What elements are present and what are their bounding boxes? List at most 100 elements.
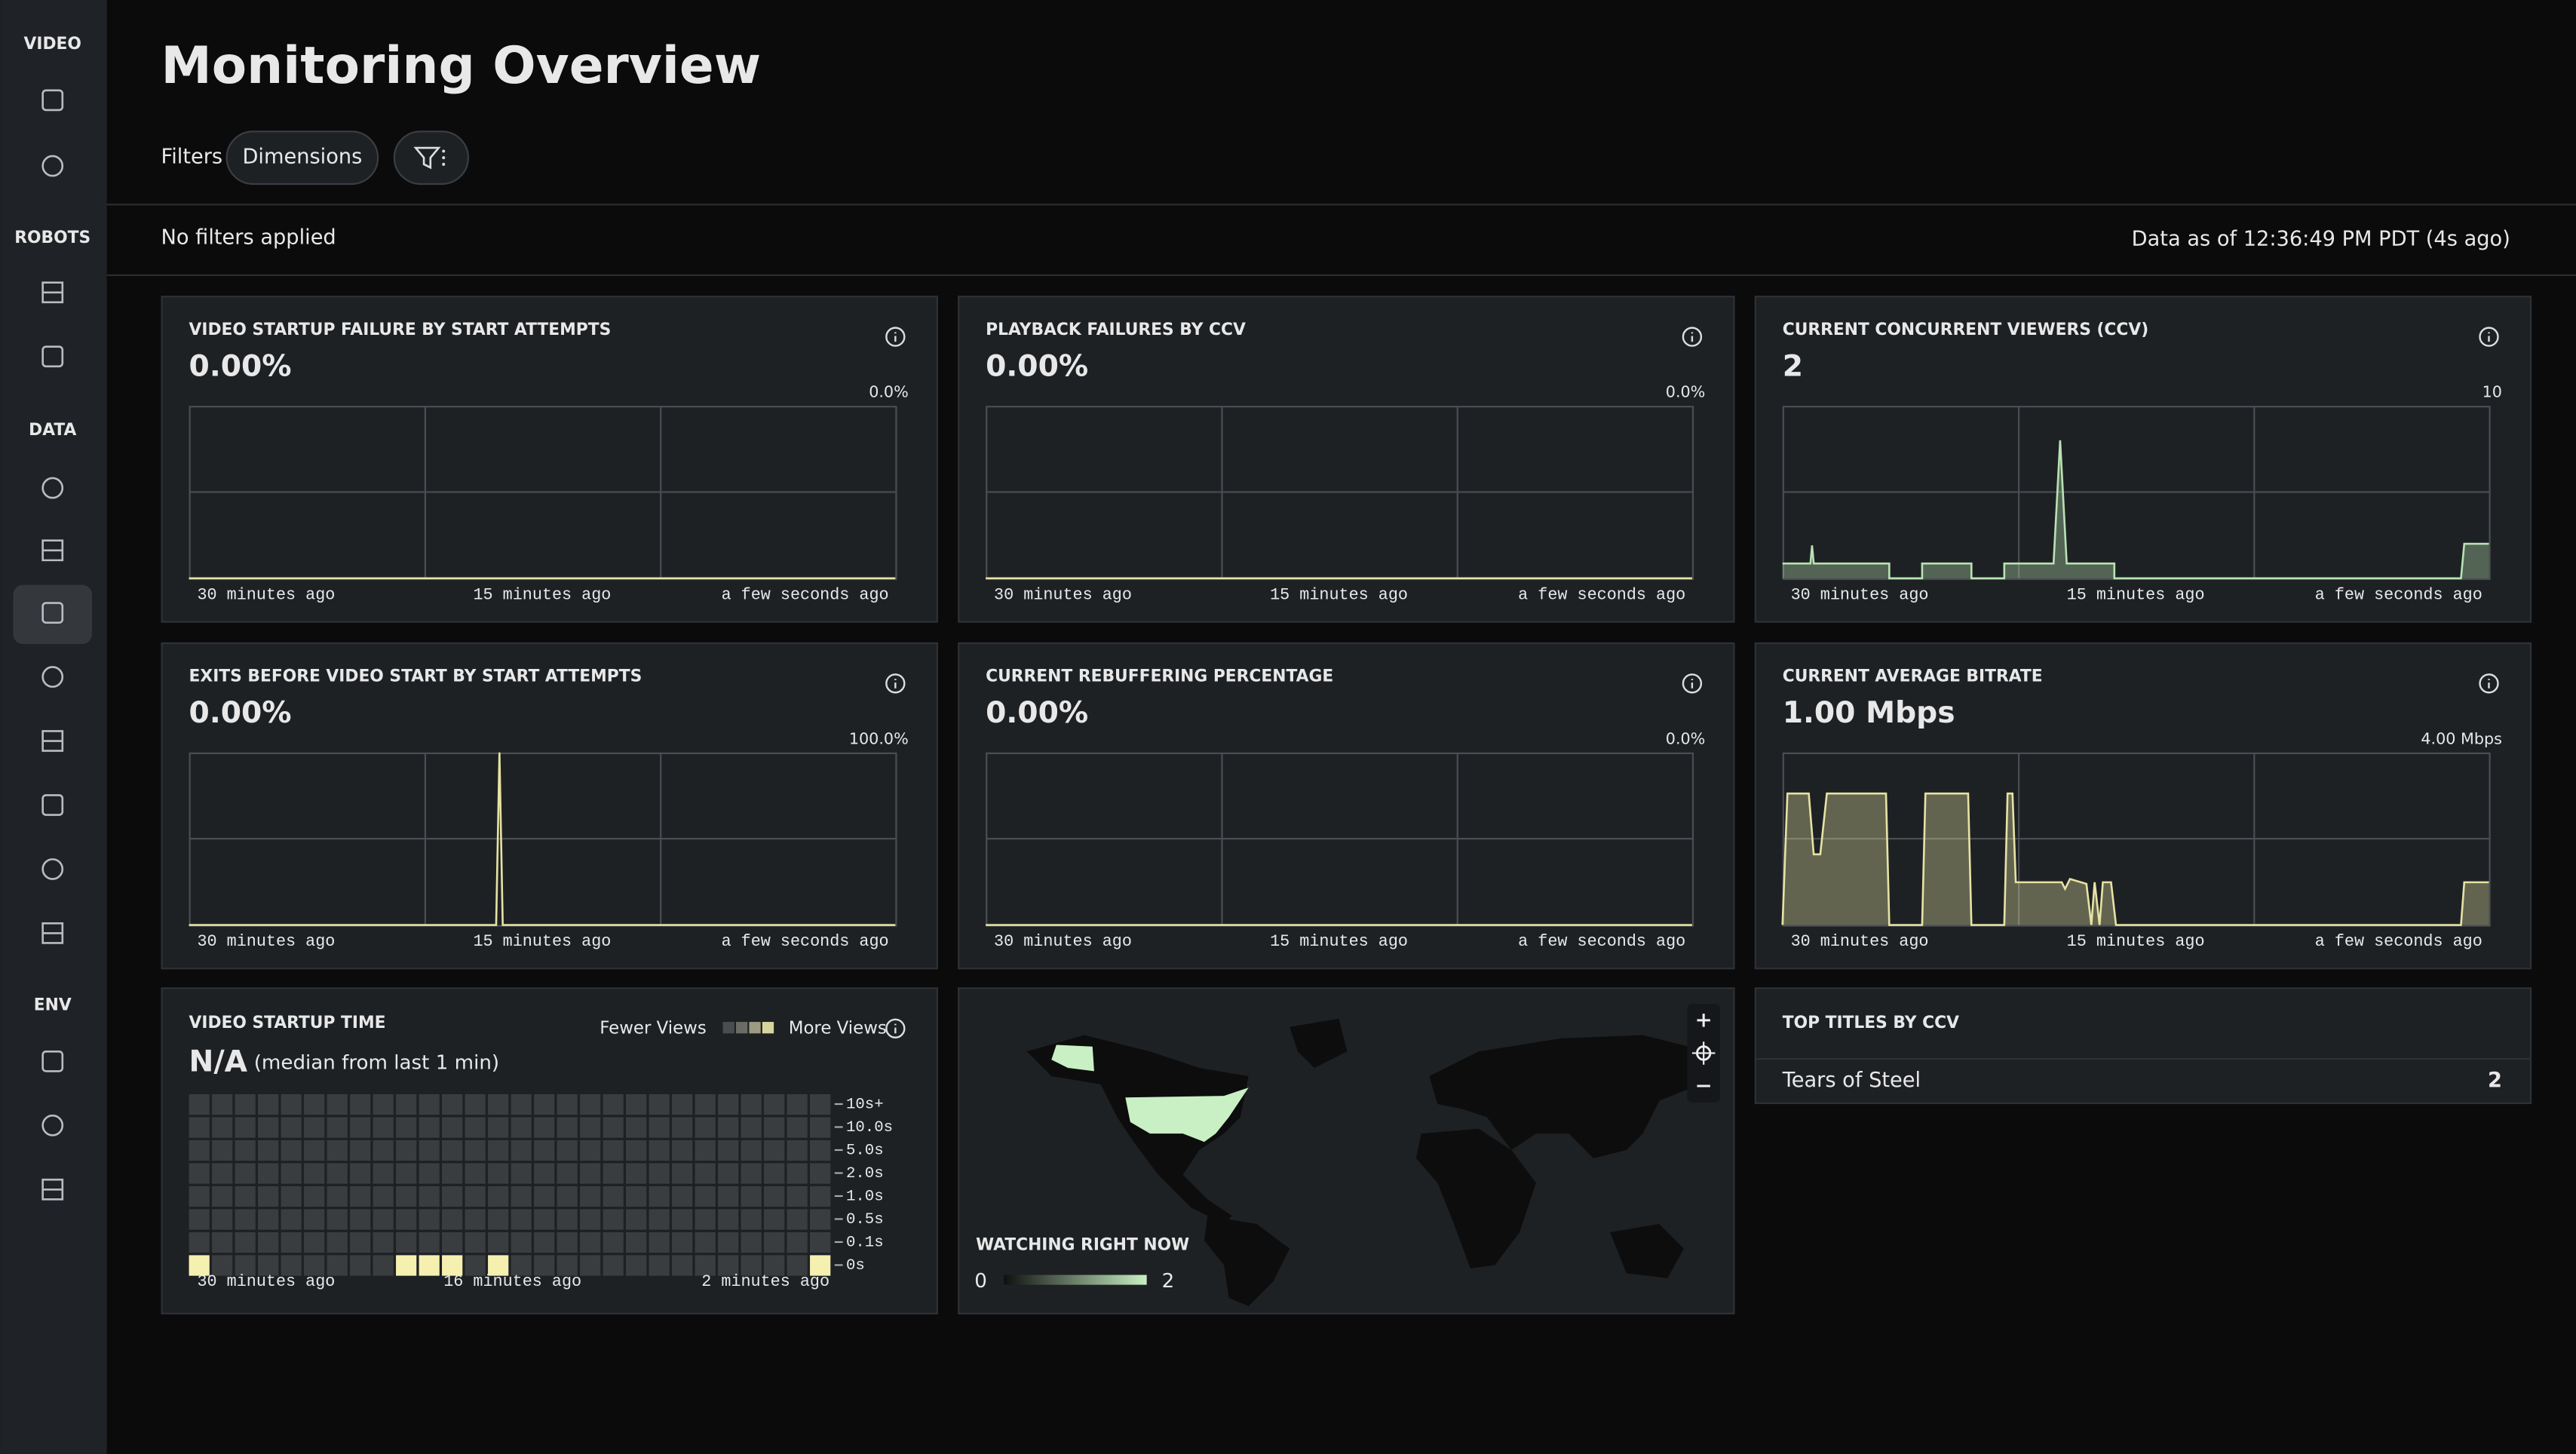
nav-icon[interactable]	[41, 89, 64, 112]
heatmap-cell	[419, 1209, 440, 1230]
dimensions-button[interactable]	[225, 130, 379, 186]
heatmap-cell	[258, 1163, 279, 1184]
heatmap-cell	[212, 1094, 233, 1115]
heatmap-cell	[787, 1186, 808, 1207]
y-axis-label: 1.0s	[846, 1188, 884, 1205]
info-icon[interactable]	[885, 1018, 906, 1038]
heatmap-cell	[534, 1209, 555, 1230]
heatmap-cell	[580, 1140, 601, 1161]
heatmap-cell	[718, 1117, 739, 1138]
info-icon[interactable]	[1682, 673, 1703, 694]
nav-icon[interactable]	[41, 1050, 64, 1072]
land	[1290, 1018, 1348, 1069]
heatmap-cell	[327, 1186, 348, 1207]
heatmap-cell	[189, 1163, 210, 1184]
y-axis-label: 0.5s	[846, 1211, 884, 1229]
heatmap-cell	[626, 1140, 647, 1161]
heatmap-cell	[304, 1186, 325, 1207]
panel	[1754, 296, 2532, 623]
heatmap-cell	[695, 1163, 716, 1184]
heatmap-cell	[189, 1140, 210, 1161]
y-axis-label: 0s	[846, 1257, 865, 1275]
info-icon[interactable]	[2479, 327, 2499, 347]
heatmap-cell	[695, 1209, 716, 1230]
zoom-in[interactable]	[1697, 1014, 1710, 1027]
filters-status: No filters applied	[161, 225, 336, 249]
nav-icon[interactable]	[41, 730, 64, 752]
nav-icon[interactable]	[41, 1114, 64, 1137]
heatmap-cell	[419, 1117, 440, 1138]
heatmap-cell	[442, 1209, 463, 1230]
heatmap-cell	[764, 1117, 785, 1138]
heatmap-cell	[419, 1094, 440, 1115]
heatmap-cell	[396, 1163, 417, 1184]
nav-icon[interactable]	[41, 281, 64, 304]
info-icon[interactable]	[885, 673, 906, 694]
heatmap-cell	[212, 1232, 233, 1253]
nav-icon[interactable]	[41, 1178, 64, 1201]
heatmap-cell	[741, 1163, 762, 1184]
x-axis-label: 2 minutes ago	[701, 1272, 830, 1291]
dimensions-label[interactable]: Dimensions	[242, 146, 362, 169]
info-icon[interactable]	[885, 327, 906, 347]
chart-max: 4.00 Mbps	[2421, 729, 2502, 747]
heatmap-cell	[304, 1209, 325, 1230]
chart-max: 0.0%	[869, 383, 909, 401]
heatmap-cell	[281, 1117, 302, 1138]
legend-swatch	[749, 1022, 761, 1034]
chart-max: 10	[2482, 383, 2502, 401]
heatmap-cell	[511, 1209, 532, 1230]
heatmap-cell	[764, 1255, 785, 1276]
heatmap-cell	[419, 1255, 440, 1276]
nav-icon[interactable]	[41, 155, 64, 177]
heatmap-cell	[442, 1140, 463, 1161]
heatmap-cell	[626, 1163, 647, 1184]
heatmap-cell	[810, 1255, 831, 1276]
y-axis-label: 5.0s	[846, 1142, 884, 1159]
heatmap-cell	[304, 1255, 325, 1276]
heatmap-cell	[557, 1232, 578, 1253]
heatmap-cell	[649, 1140, 670, 1161]
nav-icon[interactable]	[41, 477, 64, 499]
nav-icon[interactable]	[41, 858, 64, 880]
heatmap-cell	[672, 1209, 693, 1230]
heatmap-cell	[511, 1163, 532, 1184]
info-icon[interactable]	[2479, 673, 2499, 694]
heatmap-cell	[580, 1186, 601, 1207]
legend-swatch	[762, 1022, 774, 1034]
heatmap-cell	[580, 1209, 601, 1230]
x-axis-label: 15 minutes ago	[1270, 585, 1408, 604]
nav-icon[interactable]	[41, 539, 64, 562]
heatmap-cell	[350, 1209, 371, 1230]
nav-icon[interactable]	[41, 922, 64, 944]
nav-icon[interactable]	[41, 602, 64, 624]
heatmap-cell	[304, 1094, 325, 1115]
map-scale	[1004, 1275, 1147, 1285]
heatmap-cell	[465, 1117, 486, 1138]
heatmap-cell	[327, 1140, 348, 1161]
heatmap-cell	[695, 1186, 716, 1207]
heatmap-cell	[189, 1232, 210, 1253]
heatmap-cell	[235, 1140, 256, 1161]
legend-swatch	[736, 1022, 748, 1034]
nav-icon[interactable]	[41, 794, 64, 816]
heatmap-cell	[557, 1094, 578, 1115]
heatmap-cell	[626, 1186, 647, 1207]
panel	[161, 296, 938, 623]
heatmap-cell	[718, 1094, 739, 1115]
heatmap-cell	[603, 1209, 624, 1230]
info-icon[interactable]	[1682, 327, 1703, 347]
title-ccv: 2	[2488, 1069, 2502, 1092]
heatmap-cell	[787, 1255, 808, 1276]
heatmap-cell	[649, 1232, 670, 1253]
nav-icon[interactable]	[41, 666, 64, 688]
heatmap-cell	[580, 1094, 601, 1115]
heatmap-cell	[764, 1140, 785, 1161]
title-name[interactable]: Tears of Steel	[1782, 1069, 1921, 1092]
nav-icon[interactable]	[41, 345, 64, 368]
heatmap-cell	[212, 1163, 233, 1184]
x-axis-label: a few seconds ago	[722, 585, 889, 604]
heatmap-cell	[764, 1232, 785, 1253]
heatmap-cell	[626, 1209, 647, 1230]
heatmap-cell	[534, 1094, 555, 1115]
